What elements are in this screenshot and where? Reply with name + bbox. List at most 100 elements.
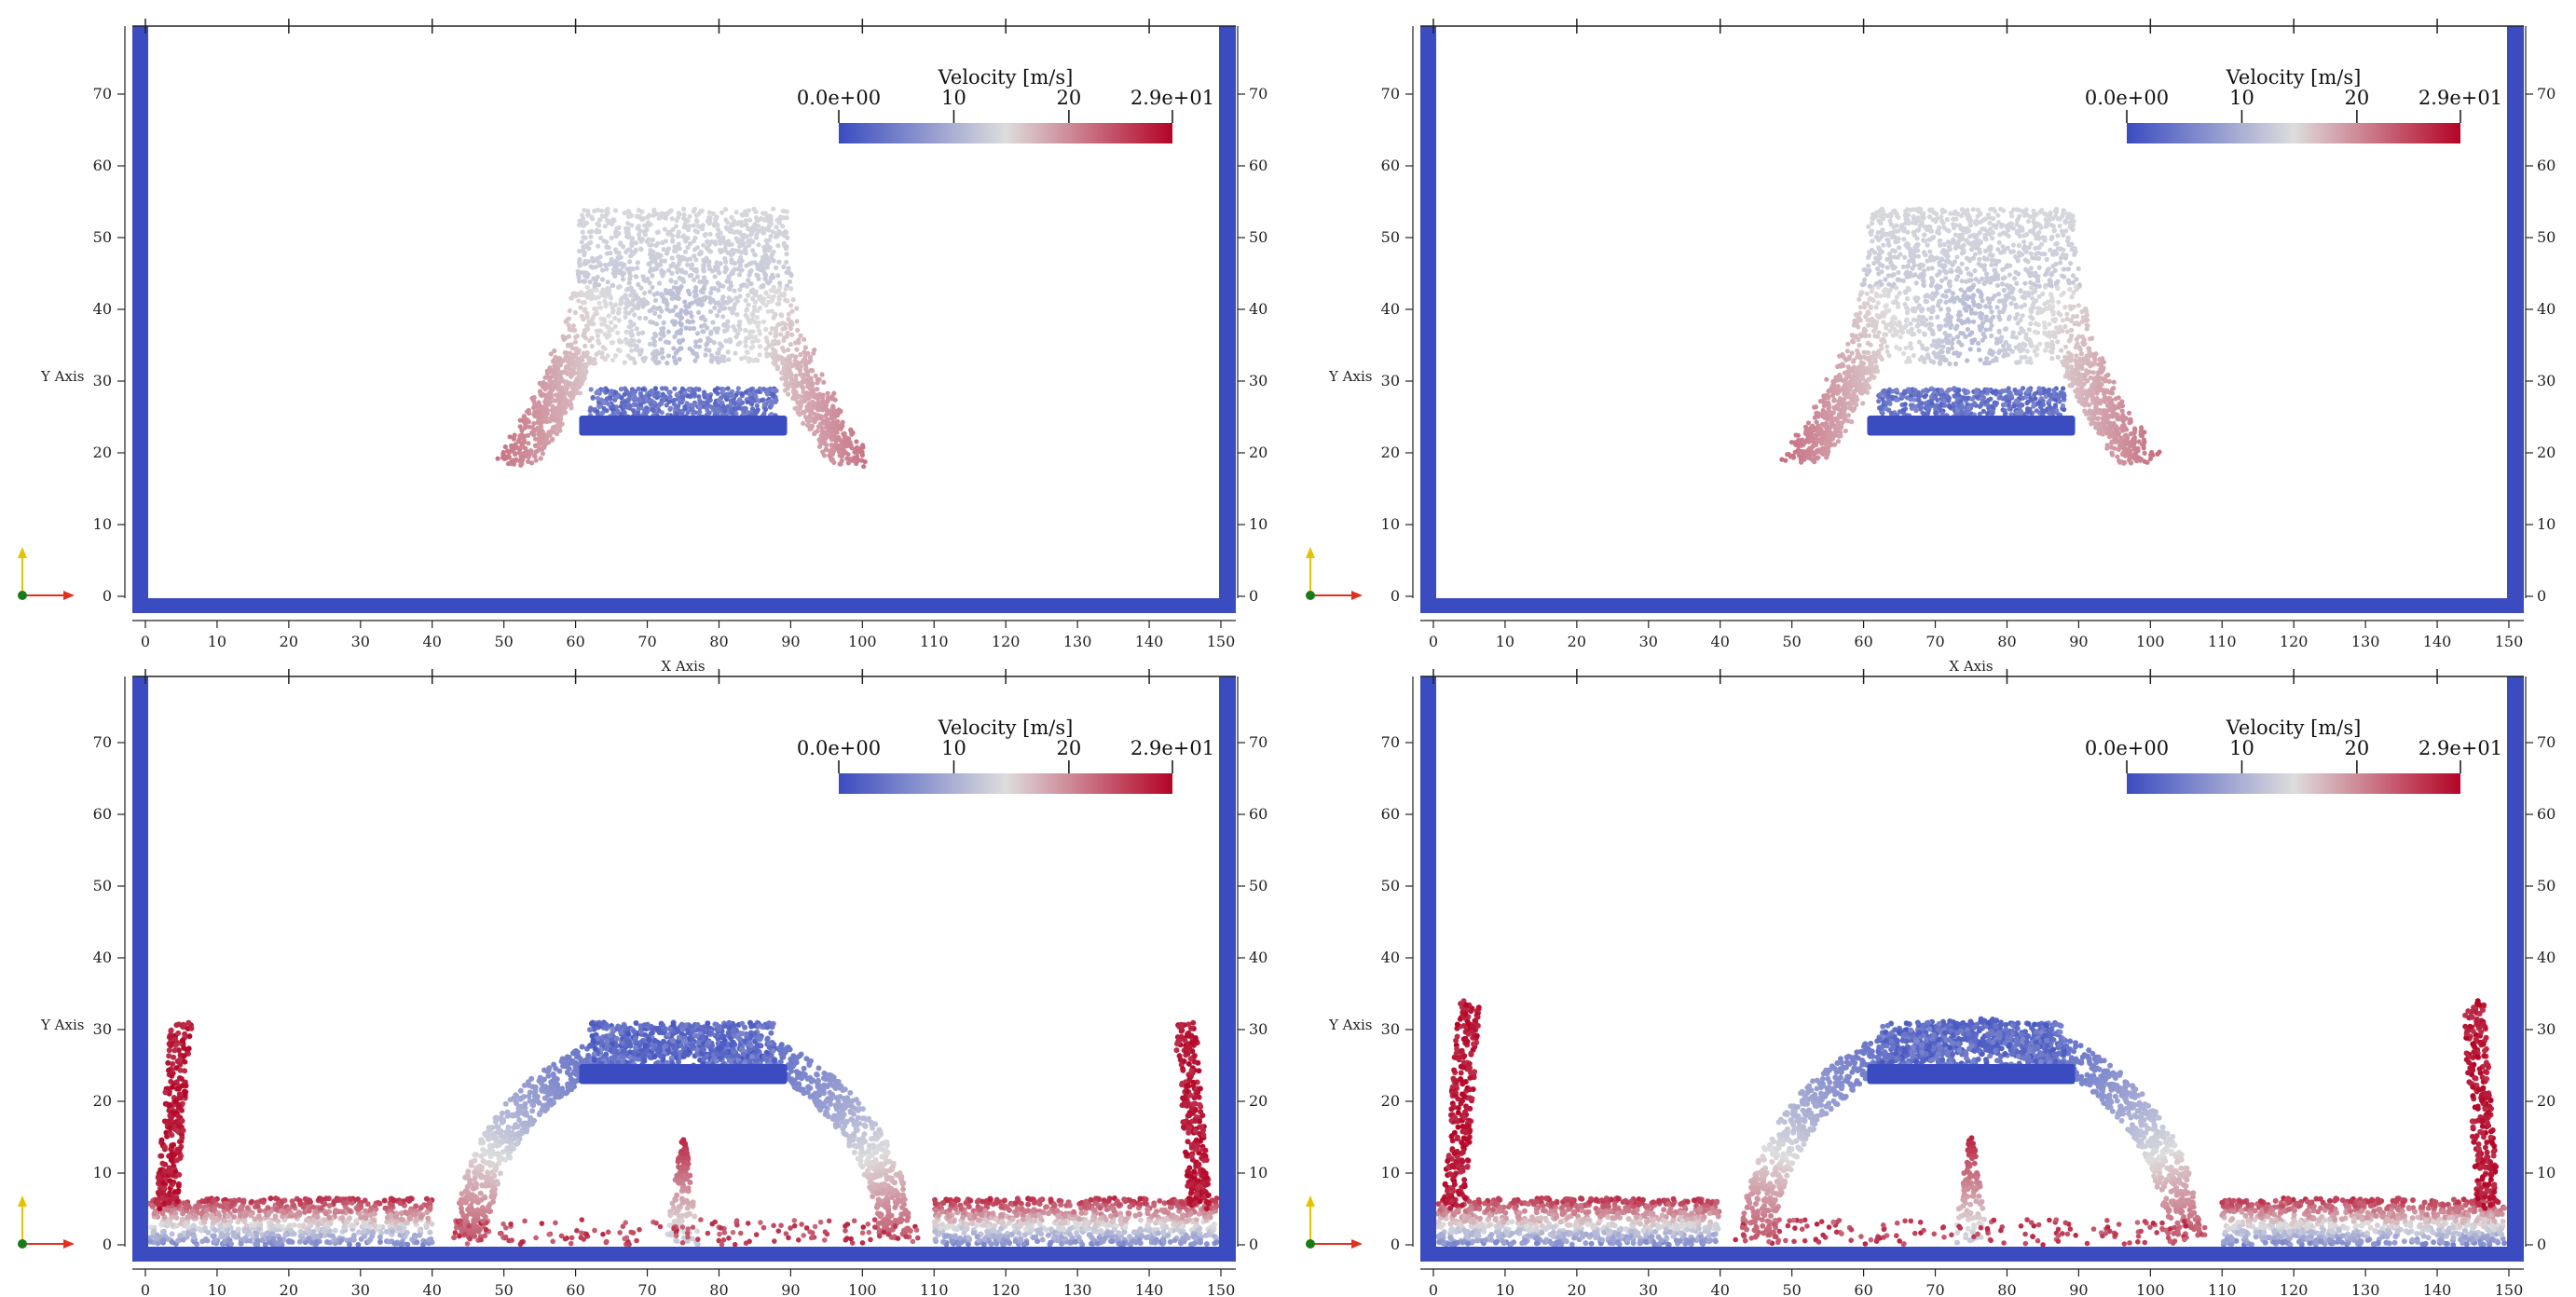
particle-point [2001,208,2007,213]
particle-point [2118,425,2125,430]
particle-point [814,416,819,422]
particle-point [1980,337,1985,343]
particle-point [691,209,696,214]
particle-point [1832,442,1838,447]
particle-point [793,373,799,378]
particle-point [610,357,616,363]
particle-point [567,326,572,332]
particle-point [2116,416,2121,422]
particle-point [681,206,687,212]
particle-point [700,226,706,232]
particle-point [861,464,867,470]
particle-point [687,291,692,297]
particle-point [1959,261,1965,266]
particle-point [582,261,587,266]
particle-point [1983,237,1989,242]
particle-point [707,308,714,314]
particle-point [743,245,748,251]
particle-point [1939,250,1945,255]
particle-point [662,298,667,304]
particle-point [647,261,652,267]
particle-point [831,390,837,396]
particle-point [1982,248,1989,253]
particle-point [579,239,584,245]
particle-point [1985,296,1991,302]
particle-point [637,338,642,344]
particle-point [650,284,655,290]
particle-point [848,443,854,448]
particle-point [657,280,663,286]
particle-point [1971,319,1977,324]
particle-point [2024,359,2030,365]
particle-point [718,230,723,236]
particle-point [651,292,657,297]
particle-point [1983,318,1989,323]
particle-point [625,247,631,253]
particle-point [1942,268,1948,274]
particle-point [1825,393,1830,399]
particle-point [1995,212,2001,218]
particle-point [722,248,728,253]
particle-point [526,454,531,459]
particle-point [596,243,601,249]
particle-point [724,300,730,306]
particle-point [726,286,732,292]
particle-point [808,375,814,381]
particle-point [1873,291,1879,297]
particle-point [2063,253,2069,258]
particle-point [732,288,737,294]
particle-point [778,332,784,337]
particle-point [1949,345,1954,351]
particle-point [605,280,610,285]
particle-point [1937,262,1942,267]
particle-point [810,381,815,387]
particle-point [1857,296,1862,302]
particle-point [2047,212,2052,218]
particle-point [690,348,695,354]
particle-point [666,399,672,404]
particle-point [622,211,627,216]
particle-point [764,353,770,359]
particle-point [693,292,699,298]
particle-point [850,430,856,436]
particle-point [672,402,678,407]
particle-point [1926,214,1933,220]
particle-point [702,317,708,322]
particle-point [1799,459,1804,465]
particle-point [843,438,849,444]
particle-point [2087,346,2092,351]
particle-point [624,340,630,346]
particle-point [1840,420,1845,426]
particle-point [823,413,829,418]
particle-point [774,388,779,393]
particle-point [582,307,587,313]
particle-point [769,412,774,417]
particle-point [829,432,835,438]
particle-point [2007,283,2013,289]
particle-point [2010,225,2016,231]
particle-point [1938,354,1943,360]
particle-point [562,401,568,406]
particle-point [2058,255,2063,261]
particle-point [570,381,576,387]
particle-point [678,346,683,351]
particle-point [2026,327,2032,333]
particle-point [763,335,769,341]
particle-point [615,330,621,335]
particle-point [1983,314,1989,320]
particle-point [794,360,800,365]
particle-point [2062,220,2068,225]
particle-point [563,369,569,375]
particle-point [712,305,718,310]
particle-point [2009,348,2015,354]
particle-point [830,419,836,425]
particle-point [841,431,846,438]
particle-point [694,274,701,280]
particle-point [816,376,822,382]
particle-point [730,309,735,315]
particle-point [1982,216,1988,222]
particle-point [609,340,614,346]
particle-point [632,342,637,348]
particle-point [807,354,814,361]
particle-point [758,263,763,268]
